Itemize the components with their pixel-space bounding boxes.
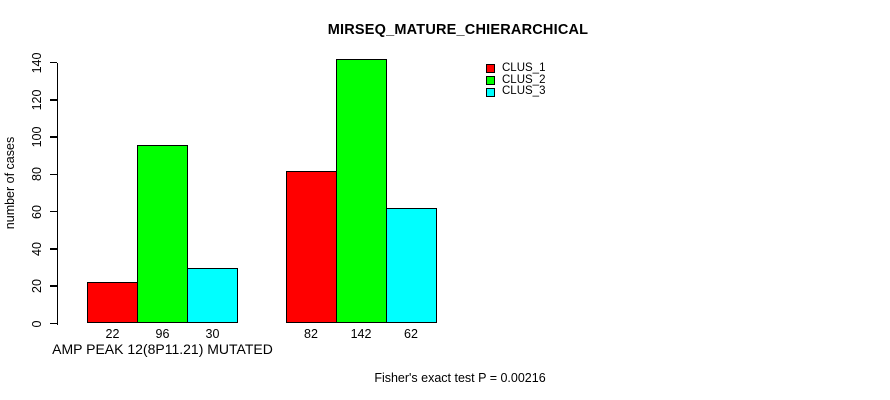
legend-label: CLUS_1 [502,62,546,74]
legend-label: CLUS_3 [502,85,546,98]
bar-clus_2-group2 [335,58,387,324]
bar-value-label: 82 [304,327,318,341]
bar-clus_1-group2 [285,170,337,324]
bar-value-label: 96 [155,327,170,341]
y-axis-tick [49,322,57,325]
y-axis-tick [49,136,57,138]
y-tick-label: 120 [30,89,44,111]
legend-label: CLUS_2 [502,73,546,86]
legend-item-clus_1: CLUS_1 [486,62,546,75]
bar-clus_3-group2 [385,207,437,324]
bar-value-label: 22 [105,327,120,341]
y-tick-label: 100 [30,126,44,148]
legend-item-clus_2: CLUS_2 [486,73,546,87]
bar-value-label: 30 [205,327,220,341]
bar-value-label: 62 [404,327,418,341]
chart-title: MIRSEQ_MATURE_CHIERARCHICAL [327,22,589,38]
bar-clus_3-group1 [187,267,238,324]
y-axis-label: number of cases [3,136,17,230]
bar-clus_2-group1 [137,144,188,324]
y-tick-label: 60 [30,204,44,219]
y-axis-line [56,62,58,325]
y-axis-tick [49,173,57,176]
bar-value-label: 142 [350,327,372,341]
bar-clus_1-group1 [87,282,138,324]
y-tick-label: 40 [30,241,44,256]
x-axis-category-label: AMP PEAK 12(8P11.21) MUTATED [52,341,273,357]
legend: CLUS_1 CLUS_2 CLUS_3 [486,62,546,98]
y-tick-label: 140 [30,52,44,73]
y-axis-tick [49,210,57,213]
y-axis-tick [49,61,57,64]
legend-swatch-icon [486,87,495,97]
legend-swatch-icon [486,76,495,86]
y-axis-tick [49,248,57,250]
legend-swatch-icon [486,64,495,74]
y-axis-tick [49,285,57,287]
y-axis-tick [49,99,57,101]
y-tick-label: 80 [30,167,44,182]
footnote: Fisher's exact test P = 0.00216 [374,371,546,385]
legend-item-clus_3: CLUS_3 [486,86,545,98]
y-tick-label: 0 [30,320,44,327]
y-tick-label: 20 [30,279,44,294]
